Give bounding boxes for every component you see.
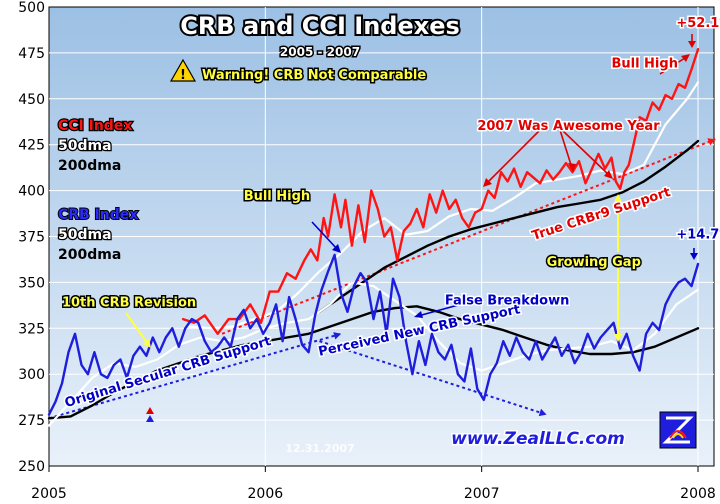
arrow-head-false-breakdown (414, 311, 423, 318)
annotation-growing-gap: Growing Gap (547, 255, 641, 270)
y-tick-label: 475 (18, 46, 45, 62)
y-tick-label: 500 (18, 0, 45, 16)
watermark-date: 12.31.2007 (285, 442, 355, 455)
legend-cci-200dma: 200dma (58, 158, 121, 174)
annotation-2007-was-awesome-year: 2007 Was Awesome Year (477, 119, 660, 134)
legend-cci-index: CCI Index (58, 118, 132, 134)
legend-crb-index: CRB Index (58, 207, 138, 223)
arrow-head-growing-gap-down (614, 334, 622, 342)
support-line (48, 332, 342, 420)
x-tick-label: 2006 (248, 486, 284, 502)
y-tick-label: 250 (18, 459, 45, 475)
warning-icon (169, 58, 197, 82)
legend-cci-50dma: 50dma (58, 138, 112, 154)
arrow-awesome-1 (559, 129, 573, 169)
x-tick-label: 2007 (464, 486, 500, 502)
arrow-bull-high-cci (659, 55, 689, 75)
annotation-bull-high: Bull High (244, 189, 311, 204)
chart-subtitle: 2005 - 2007 (280, 45, 360, 59)
y-tick-label: 300 (18, 367, 45, 383)
arrow-head-plus-14 (690, 253, 698, 260)
warning-icon-mark: ! (180, 68, 186, 83)
annotation-52-1: +52.1% (676, 16, 720, 31)
arrow-head-10th-revision (143, 339, 151, 348)
arrow-head-52pct (688, 41, 696, 48)
annotation-bull-high: Bull High (611, 57, 678, 72)
cci-index-line (181, 48, 700, 335)
revision-markers (146, 407, 154, 422)
support-line-arrowhead (538, 408, 547, 417)
crb-50dma-line (47, 281, 700, 427)
arrow-head-awesome-1 (568, 163, 576, 172)
axis-tick-labels: 250 275 300 325 350 375 400 425 450 475 500 2005 200… (18, 0, 716, 502)
arrow-awesome-2 (561, 129, 611, 177)
chart-title: CRB and CCI Indexes (180, 12, 460, 40)
y-tick-label: 425 (18, 138, 45, 154)
support-line-arrowhead (333, 332, 342, 340)
legend-crb-50dma: 50dma (58, 227, 112, 243)
support-line-arrowhead (707, 138, 716, 146)
marker-up-red (146, 407, 154, 414)
arrow-head-growing-gap-up (614, 194, 622, 202)
arrow-awesome-3 (485, 129, 541, 185)
arrow-10th-revision (125, 312, 149, 345)
warning-text: Warning! CRB Not Comparable (202, 68, 426, 83)
support-line (221, 138, 716, 335)
x-tick-label: 2008 (680, 486, 716, 502)
crb-index-line (47, 253, 700, 416)
gridlines (49, 7, 714, 466)
cci-200dma-line (318, 139, 700, 313)
warning-notice: ! Warning! CRB Not Comparable (169, 58, 428, 85)
annotation-14-7: +14.7% (676, 227, 720, 242)
legend: CCI Index 50dma 200dma CRB Index 50dma 2… (57, 117, 140, 263)
y-tick-label: 275 (18, 413, 45, 429)
arrow-head-awesome-2 (604, 170, 613, 179)
marker-up-blue (146, 415, 154, 422)
arrow-false-breakdown (417, 303, 463, 317)
legend-crb-200dma: 200dma (58, 247, 121, 263)
brand-url: www.ZealLLC.com (451, 429, 625, 449)
arrow-head-bull-high-cci (681, 54, 690, 62)
crb-200dma-line (47, 305, 700, 420)
y-tick-label: 350 (18, 275, 45, 291)
x-tick-label: 2005 (31, 486, 67, 502)
series-lines (47, 48, 700, 427)
y-tick-label: 450 (18, 92, 45, 108)
arrow-bull-high-crb (311, 221, 339, 251)
arrow-head-awesome-3 (483, 178, 492, 187)
brand-logo (659, 411, 697, 449)
support-lines (48, 138, 716, 420)
y-tick-label: 375 (18, 230, 45, 246)
annotation-10th-crb-revision: 10th CRB Revision (62, 295, 196, 310)
y-tick-label: 400 (18, 184, 45, 200)
annotation-arrows (125, 34, 698, 348)
annotation-false-breakdown: False Breakdown (445, 293, 569, 308)
support-line (319, 340, 547, 416)
arrow-head-bull-high-crb (332, 244, 341, 253)
cci-50dma-line (188, 81, 700, 330)
y-tick-label: 325 (18, 321, 45, 337)
